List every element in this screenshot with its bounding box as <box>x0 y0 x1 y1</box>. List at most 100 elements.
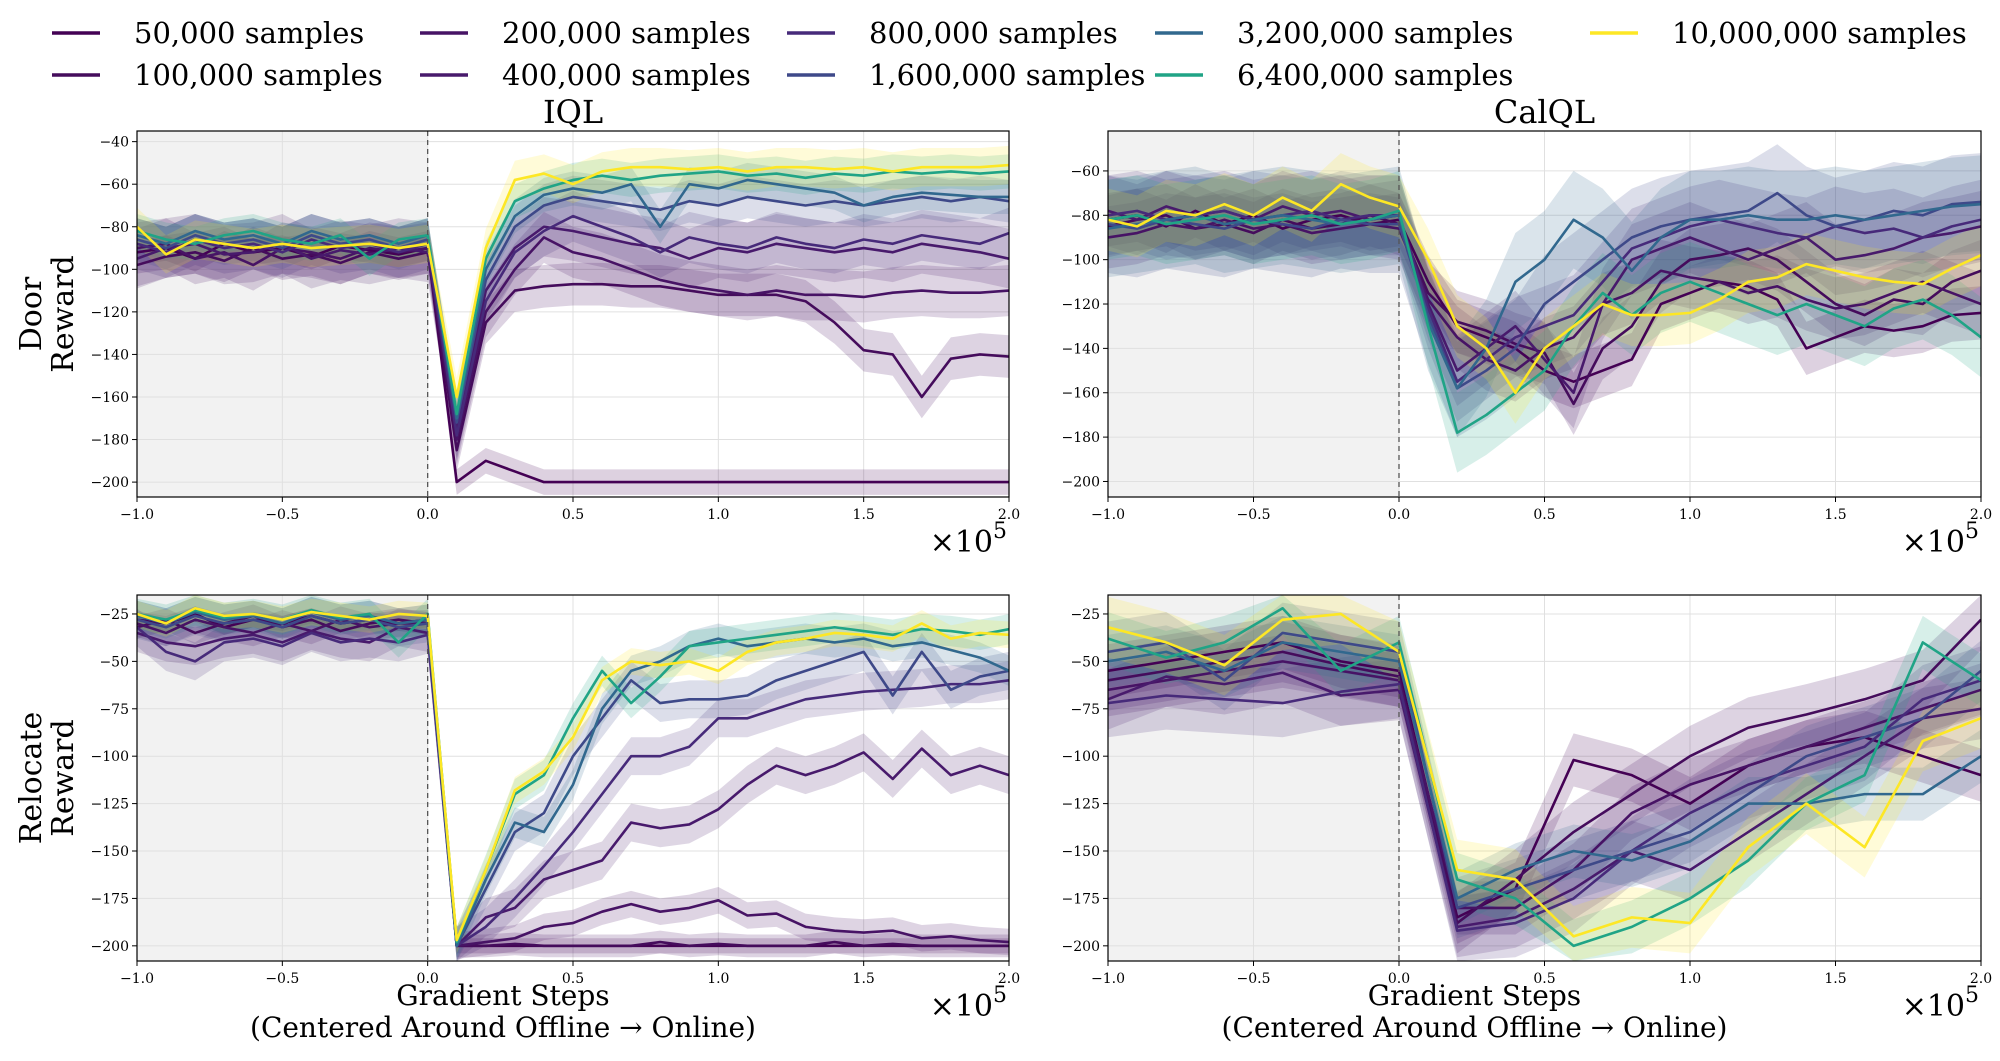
x-multiplier-exponent: 5 <box>993 983 1007 1008</box>
legend-item: 6,400,000 samples <box>1155 58 1513 92</box>
plot-area <box>1108 595 1981 961</box>
series-line <box>137 625 1009 948</box>
x-axis-label-line: Gradient Steps <box>1368 979 1581 1012</box>
legend-item: 800,000 samples <box>787 16 1118 50</box>
series-band <box>1108 602 1981 939</box>
x-multiplier-base: ×10 <box>1902 525 1965 560</box>
x-axis-multiplier: ×105 <box>1902 983 1979 1024</box>
x-tick-label: 0.0 <box>1388 971 1410 987</box>
x-tick-label: −0.5 <box>1237 507 1271 523</box>
x-tick-label: −1.0 <box>120 507 154 523</box>
x-tick-label: 0.0 <box>1388 507 1410 523</box>
x-tick-label: 2.0 <box>998 971 1020 987</box>
y-tick-label: −125 <box>91 797 129 813</box>
series-band <box>1108 646 1981 961</box>
x-tick-label: −1.0 <box>1091 507 1125 523</box>
series-band <box>1108 170 1981 473</box>
series-band <box>1108 595 1981 961</box>
x-tick-label: −1.0 <box>120 971 154 987</box>
x-tick-label: 0.5 <box>1533 507 1555 523</box>
x-tick-label: 2.0 <box>1970 507 1992 523</box>
series-line <box>1108 612 1981 938</box>
series-band <box>137 162 1009 436</box>
series-band <box>137 211 1009 466</box>
series-line <box>137 606 1009 942</box>
series-line <box>137 170 1009 416</box>
series-line <box>137 214 1009 437</box>
series-band <box>1108 634 1981 935</box>
legend: 50,000 samples 100,000 samples 200,000 sam… <box>52 16 1967 92</box>
x-axis-label: Gradient Steps (Centered Around Offline →… <box>1222 979 1728 1044</box>
y-axis-label: RelocateReward <box>14 712 81 845</box>
y-tick-label: −150 <box>91 844 129 860</box>
x-tick-label: 1.5 <box>1824 971 1846 987</box>
y-tick-label: −25 <box>1070 607 1100 623</box>
series-line <box>1108 671 1981 929</box>
x-tick-label: −0.5 <box>1237 971 1271 987</box>
series-band <box>137 595 1009 958</box>
x-axis-multiplier: ×105 <box>930 983 1007 1024</box>
legend-label: 100,000 samples <box>134 58 383 92</box>
y-tick-label: −60 <box>99 177 129 193</box>
y-tick-label: −200 <box>1062 474 1100 490</box>
legend-label: 800,000 samples <box>869 16 1118 50</box>
x-tick-label: 1.0 <box>1679 507 1701 523</box>
x-tick-label: −1.0 <box>1091 971 1125 987</box>
series-band <box>1108 642 1981 958</box>
y-tick-label: −140 <box>1062 341 1100 357</box>
x-axis-multiplier: ×105 <box>930 519 1007 560</box>
series-line <box>1108 202 1981 390</box>
x-tick-label: 1.0 <box>707 507 729 523</box>
series-band <box>137 154 1009 432</box>
x-tick-label: 2.0 <box>1970 971 1992 987</box>
legend-label: 400,000 samples <box>502 58 751 92</box>
x-multiplier-base: ×10 <box>930 525 993 560</box>
x-tick-label: −0.5 <box>265 507 299 523</box>
series-band <box>137 608 1009 961</box>
x-tick-label: 1.5 <box>853 507 875 523</box>
legend-item: 10,000,000 samples <box>1590 16 1967 50</box>
y-tick-label: −60 <box>1070 164 1100 180</box>
legend-label: 3,200,000 samples <box>1237 16 1513 50</box>
series-band <box>1108 188 1981 402</box>
series-line <box>1108 182 1981 395</box>
series-band <box>137 226 1009 472</box>
series-band <box>137 596 1009 961</box>
x-tick-label: 0.0 <box>417 971 439 987</box>
x-multiplier-exponent: 5 <box>993 519 1007 544</box>
y-axis-label-line: Relocate <box>14 712 49 845</box>
y-tick-label: −200 <box>91 475 129 491</box>
y-tick-label: −200 <box>1062 939 1100 955</box>
series-line <box>1108 213 1981 406</box>
y-tick-label: −160 <box>1062 386 1100 402</box>
series-band <box>1108 595 1981 954</box>
y-tick-label: −100 <box>1062 253 1100 269</box>
series-band <box>1108 184 1981 409</box>
x-tick-label: 1.5 <box>1824 507 1846 523</box>
series-line <box>137 246 1009 452</box>
y-tick-label: −100 <box>91 262 129 278</box>
series-line <box>137 614 1009 948</box>
x-multiplier-base: ×10 <box>1902 989 1965 1024</box>
y-axis-label-line: Reward <box>46 719 81 836</box>
x-tick-label: 0.5 <box>562 507 584 523</box>
y-tick-label: −200 <box>91 939 129 955</box>
legend-label: 10,000,000 samples <box>1672 16 1967 50</box>
x-tick-label: 0.0 <box>417 507 439 523</box>
chart-panels: −1.0 −0.5 0.0 0.5 1.0 1.5 2.0 −40 −60 −80 −100 −120… <box>14 93 1992 1044</box>
y-tick-label: −25 <box>99 607 129 623</box>
chart-panel: −1.0 −0.5 0.0 0.5 1.0 1.5 2.0 −40 −60 −80 −100 −120… <box>14 93 1020 560</box>
chart-panel: −1.0 −0.5 0.0 0.5 1.0 1.5 2.0 −25 −50 −75 −100 −125… <box>14 594 1020 1044</box>
y-tick-label: −140 <box>91 347 129 363</box>
x-axis-multiplier: ×105 <box>1902 519 1979 560</box>
legend-label: 1,600,000 samples <box>869 58 1145 92</box>
series-line <box>1108 209 1981 434</box>
y-tick-label: −150 <box>1062 844 1100 860</box>
y-tick-label: −80 <box>99 220 129 236</box>
series-line <box>1108 641 1981 900</box>
y-tick-label: −100 <box>91 749 129 765</box>
series-band <box>137 596 1009 961</box>
series-line <box>137 626 1009 948</box>
legend-label: 50,000 samples <box>134 16 364 50</box>
